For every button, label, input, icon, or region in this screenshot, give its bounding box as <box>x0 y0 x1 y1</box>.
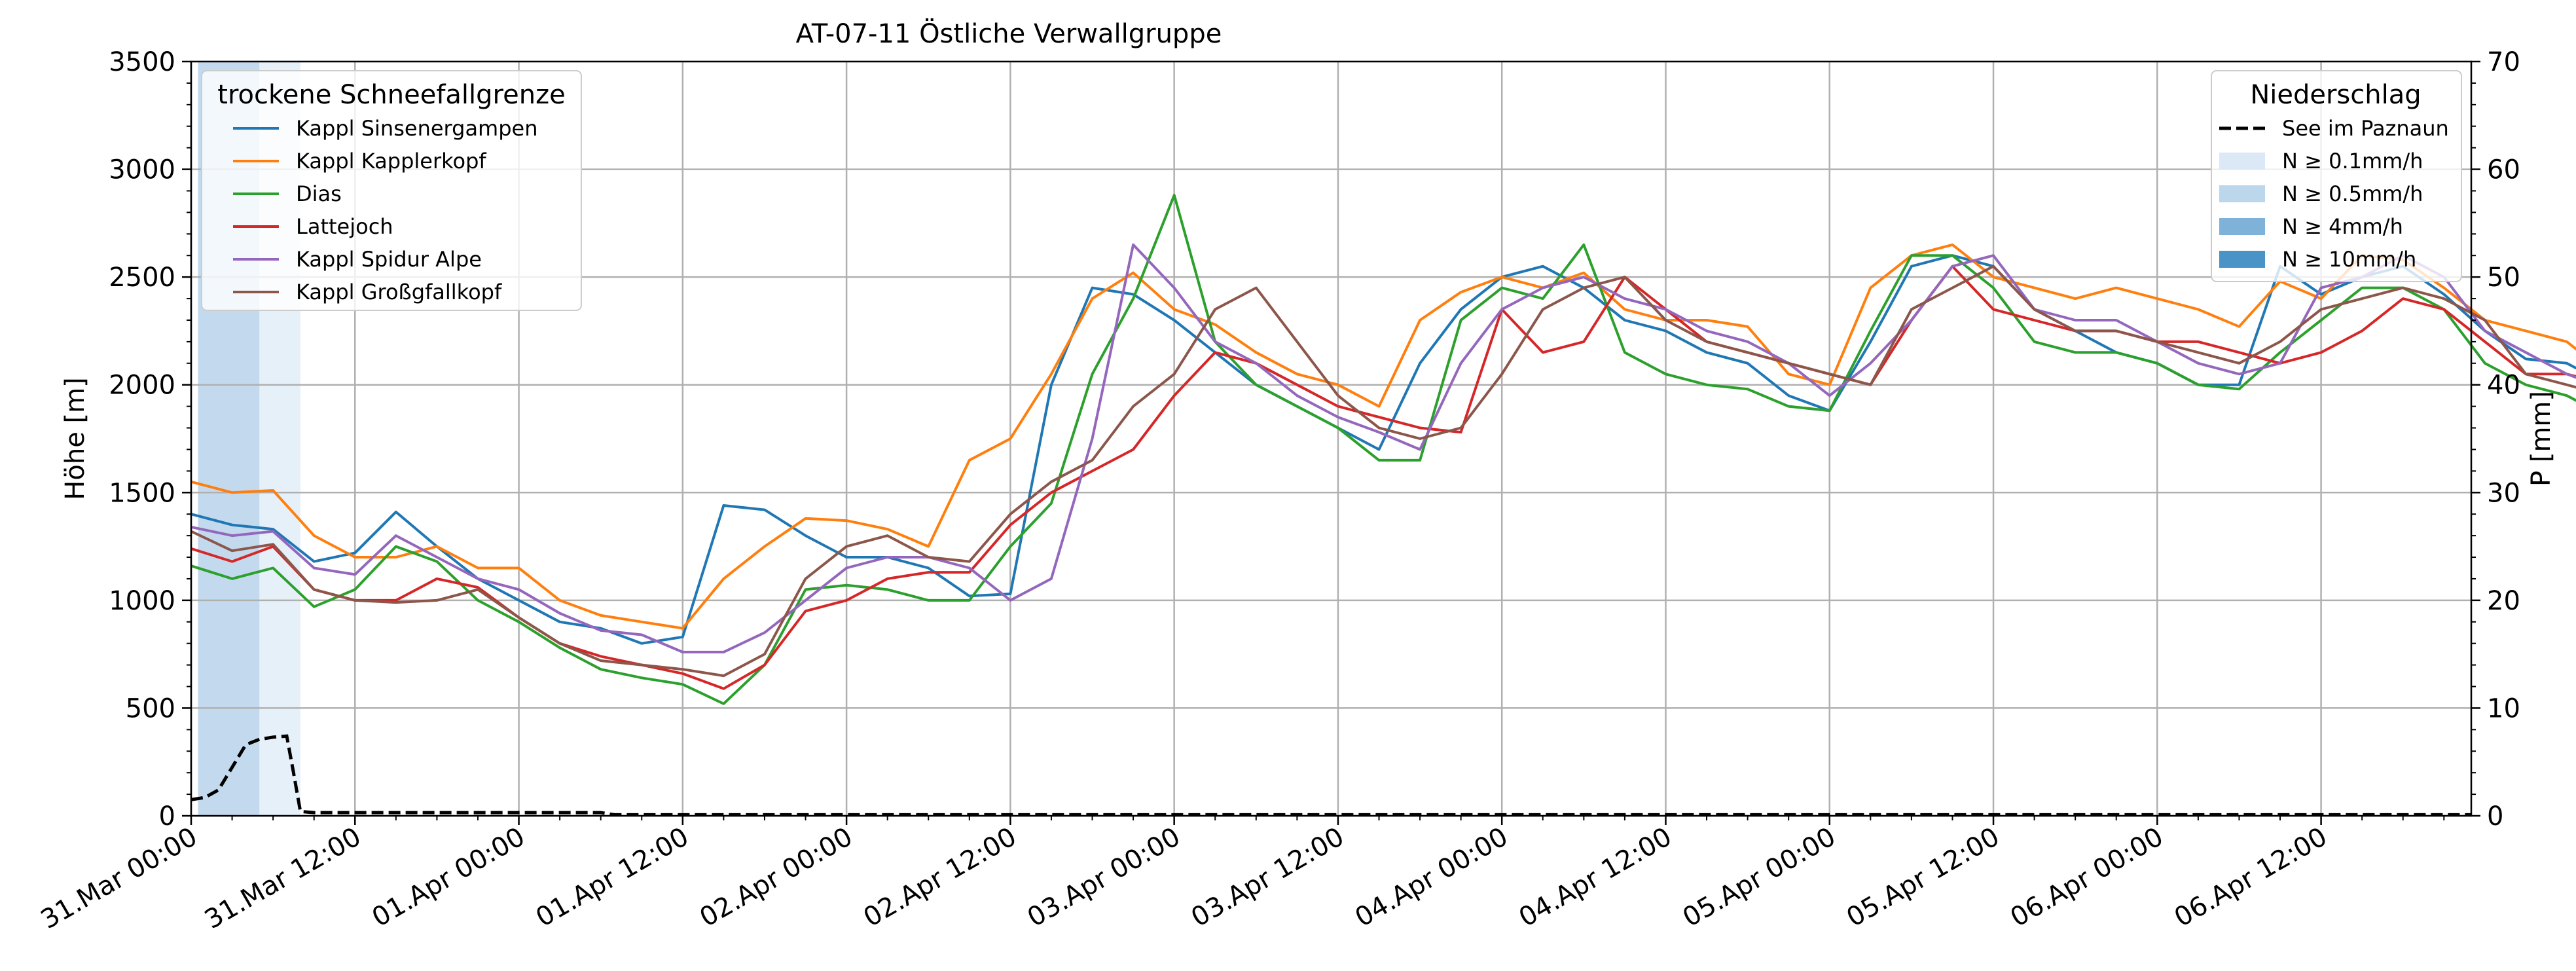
x-tick-label-12: 06.Apr 00:00 <box>2005 822 2168 933</box>
legend-right-label-1: N ≥ 0.1mm/h <box>2282 149 2423 174</box>
right-axis-ticks: 0 10 20 30 40 50 60 70 <box>2471 47 2520 832</box>
legend-left-label-0: Kappl Sinsenergampen <box>296 116 538 141</box>
x-tick-label-10: 05.Apr 00:00 <box>1678 822 1841 933</box>
y2-tick-label-7: 70 <box>2487 47 2520 77</box>
y-tick-label-0: 0 <box>159 801 175 832</box>
precipitation-line-layer <box>190 734 2471 816</box>
legend-right-label-0: See im Paznaun <box>2282 116 2449 141</box>
legend-left-label-5: Kappl Großgfallkopf <box>296 280 502 304</box>
y2-tick-label-2: 20 <box>2487 586 2520 616</box>
x-tick-label-6: 03.Apr 00:00 <box>1023 822 1186 933</box>
legend-right-label-2: N ≥ 0.5mm/h <box>2282 181 2423 206</box>
series-line-kappl-kapplerkopf <box>190 243 2576 630</box>
chart-title: AT-07-11 Östliche Verwallgruppe <box>796 18 1222 49</box>
legend-right-swatch-3 <box>2219 218 2265 235</box>
y-tick-label-1: 500 <box>126 693 175 724</box>
legend-left-frame <box>201 70 582 311</box>
x-tick-label-1: 31.Mar 12:00 <box>200 822 366 935</box>
y2-tick-label-5: 50 <box>2487 263 2520 293</box>
legend-left-label-3: Lattejoch <box>296 214 393 239</box>
series-line-kappl-sinsenergampen <box>190 254 2576 645</box>
legend-right-swatch-2 <box>2219 185 2265 202</box>
series-line-kappl-gro-gfallkopf <box>190 265 2576 678</box>
x-tick-label-8: 04.Apr 00:00 <box>1350 822 1513 933</box>
legend-right-swatch-1 <box>2219 153 2265 170</box>
x-tick-label-13: 06.Apr 12:00 <box>2169 822 2332 933</box>
x-tick-label-0: 31.Mar 00:00 <box>36 822 202 935</box>
series-line-lattejoch <box>190 265 2576 690</box>
y2-tick-label-0: 0 <box>2487 801 2503 832</box>
x-tick-label-3: 01.Apr 12:00 <box>531 822 694 933</box>
plot-frame <box>190 60 2473 817</box>
legend-right-label-4: N ≥ 10mm/h <box>2282 247 2416 272</box>
y-tick-label-3: 1500 <box>109 478 175 508</box>
left-axis-ticks: 0 500 1000 1500 2000 2500 3000 3500 <box>109 47 191 832</box>
legend-right-title: Niederschlag <box>2250 80 2421 110</box>
x-tick-label-2: 01.Apr 00:00 <box>367 822 530 933</box>
y2-tick-label-1: 10 <box>2487 693 2520 724</box>
legend-left-label-1: Kappl Kapplerkopf <box>296 149 486 174</box>
y-tick-label-2: 1000 <box>109 586 175 616</box>
x-tick-label-5: 02.Apr 12:00 <box>859 822 1022 933</box>
y-tick-label-5: 2500 <box>109 263 175 293</box>
series-lines <box>190 194 2576 705</box>
x-tick-label-11: 05.Apr 12:00 <box>1841 822 2005 933</box>
legend-right-frame <box>2211 70 2462 282</box>
series-line-dias <box>190 194 2576 705</box>
legend-left-label-2: Dias <box>296 181 342 206</box>
x-tick-label-9: 04.Apr 12:00 <box>1514 822 1677 933</box>
legend-left-title: trockene Schneefallgrenze <box>217 80 565 110</box>
snowline-legend: trockene Schneefallgrenze Kappl Sinsener… <box>201 70 582 311</box>
y-tick-label-6: 3000 <box>109 155 175 185</box>
legend-right-label-3: N ≥ 4mm/h <box>2282 214 2403 239</box>
y2-tick-label-6: 60 <box>2487 155 2520 185</box>
precipitation-legend: Niederschlag See im Paznaun N ≥ 0.1mm/h N … <box>2211 70 2462 282</box>
y2-tick-label-4: 40 <box>2487 371 2520 401</box>
x-tick-label-4: 02.Apr 00:00 <box>695 822 858 933</box>
y-axis-label: Höhe [m] <box>60 377 90 500</box>
y2-axis-label: P [mm] <box>2526 391 2556 486</box>
legend-left-label-4: Kappl Spidur Alpe <box>296 247 482 272</box>
x-tick-label-7: 03.Apr 12:00 <box>1186 822 1349 933</box>
y-tick-label-7: 3500 <box>109 47 175 77</box>
y-tick-label-4: 2000 <box>109 371 175 401</box>
series-see-im-paznaun <box>190 734 2471 816</box>
y2-tick-label-3: 30 <box>2487 478 2520 508</box>
series-line-kappl-spidur-alpe <box>190 243 2576 653</box>
legend-right-swatch-4 <box>2219 251 2265 268</box>
